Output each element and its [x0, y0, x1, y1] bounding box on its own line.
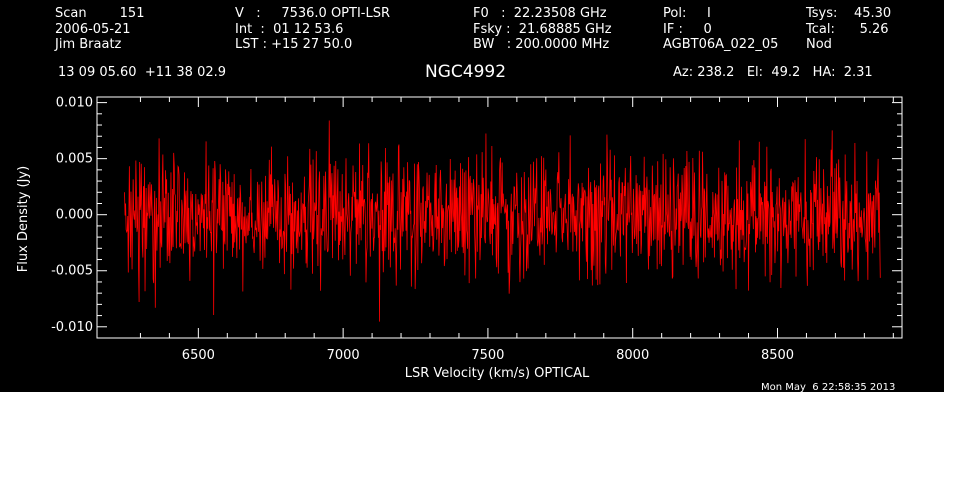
date-label: 2006-05-21	[55, 22, 131, 37]
tcal-label: Tcal: 5.26	[806, 22, 889, 37]
axes-layer: 6500 7000 7500 8000 8500 -0.010 -0.005 0.000 0.0…	[51, 96, 902, 363]
mode-label: Nod	[806, 37, 832, 52]
plot-frame	[96, 96, 903, 339]
integration-label: Int : 01 12 53.6	[235, 22, 344, 37]
coordinates-label: 13 09 05.60 +11 38 02.9	[58, 65, 227, 80]
x-axis-label: LSR Velocity (km/s) OPTICAL	[405, 366, 590, 381]
x-tick-label: 8000	[616, 348, 649, 363]
plot-panel: Scan 151 2006-05-21 Jim Braatz V : 7536.…	[0, 0, 944, 393]
spectrum-line	[124, 120, 881, 322]
observer-label: Jim Braatz	[55, 37, 122, 52]
spectrum-chart: 6500 7000 7500 8000 8500 -0.010 -0.005 0.000 0.0…	[16, 96, 903, 381]
source-name: NGC4992	[425, 62, 507, 82]
tsys-label: Tsys: 45.30	[806, 6, 892, 21]
scan-label: Scan 151	[55, 6, 145, 21]
x-tick-label: 7000	[327, 348, 360, 363]
y-tick-label: -0.010	[51, 320, 93, 335]
timestamp-label: Mon May 6 22:58:35 2013	[761, 382, 896, 393]
az-el-ha-label: Az: 238.2 El: 49.2 HA: 2.31	[673, 65, 873, 80]
pol-label: Pol: I	[663, 6, 711, 21]
project-label: AGBT06A_022_05	[663, 37, 779, 52]
bandwidth-label: BW : 200.0000 MHz	[473, 37, 610, 52]
y-tick-label: 0.005	[56, 152, 93, 167]
y-tick-label: -0.005	[51, 264, 93, 279]
x-tick-label: 6500	[182, 348, 215, 363]
lst-label: LST : +15 27 50.0	[235, 37, 353, 52]
f0-label: F0 : 22.23508 GHz	[473, 6, 607, 21]
y-axis-label: Flux Density (Jy)	[16, 166, 31, 272]
y-tick-label: 0.010	[56, 96, 93, 111]
spectrum-series-layer	[124, 120, 881, 322]
velocity-label: V : 7536.0 OPTI-LSR	[235, 6, 391, 21]
x-tick-label: 8500	[761, 348, 794, 363]
y-tick-label: 0.000	[56, 208, 93, 223]
fsky-label: Fsky : 21.68885 GHz	[473, 22, 612, 37]
x-tick-label: 7500	[471, 348, 504, 363]
if-label: IF : 0	[663, 22, 712, 37]
